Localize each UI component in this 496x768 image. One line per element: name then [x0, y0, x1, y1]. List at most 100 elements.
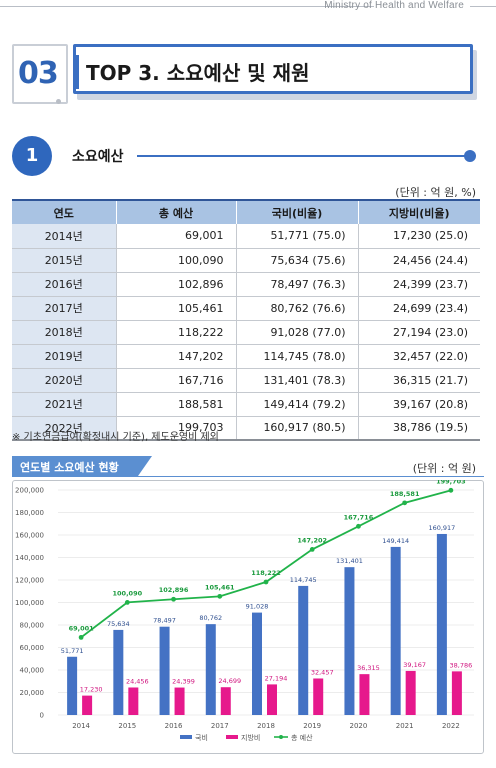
bar-local [405, 670, 416, 715]
cell-local: 36,315 (21.7) [357, 368, 480, 393]
cell-year: 2014년 [12, 224, 116, 249]
point-total [402, 500, 408, 506]
y-tick-label: 80,000 [20, 622, 45, 630]
header-rule-tail [470, 6, 496, 7]
cell-year: 2018년 [12, 320, 116, 345]
bar-national-label: 80,762 [199, 614, 222, 622]
bar-local [174, 687, 185, 715]
bar-national-label: 131,401 [336, 557, 363, 565]
header-rule [0, 6, 374, 7]
table-row: 2019년 147,202 114,745 (78.0) 32,457 (22.0) [12, 344, 480, 369]
table-row: 2020년 167,716 131,401 (78.3) 36,315 (21.7) [12, 368, 480, 393]
point-total [356, 523, 361, 529]
cell-year: 2021년 [12, 392, 116, 417]
subsection-rule-dot [464, 150, 476, 162]
table-row: 2018년 118,222 91,028 (77.0) 27,194 (23.0) [12, 320, 480, 345]
legend-local: 지방비 [241, 733, 260, 742]
point-total-label: 100,090 [113, 589, 143, 597]
y-tick-label: 160,000 [15, 532, 44, 540]
cell-total: 102,896 [115, 272, 236, 297]
y-tick-label: 60,000 [20, 644, 45, 652]
bar-national [298, 585, 309, 715]
bar-local-label: 24,399 [172, 678, 195, 686]
table-note: ※ 기초연금급여(확정내시 기준), 제도운영비 제외 [12, 432, 219, 443]
point-total-label: 147,202 [297, 536, 327, 544]
cell-year: 2017년 [12, 296, 116, 321]
section-title-frame [73, 44, 473, 94]
cell-total: 105,461 [115, 296, 236, 321]
bar-national-label: 75,634 [107, 620, 130, 628]
bar-national [159, 626, 170, 715]
bar-national-label: 78,497 [153, 617, 176, 625]
point-total [124, 599, 130, 605]
col-year: 연도 [12, 199, 116, 224]
chart-unit: (단위 : 억 원) [412, 462, 476, 475]
point-total-label: 167,716 [344, 513, 374, 521]
cell-year: 2022년 [12, 416, 116, 441]
cell-national: 149,414 (79.2) [235, 392, 358, 417]
cell-national: 75,634 (75.6) [235, 248, 358, 273]
cell-local: 24,699 (23.4) [357, 296, 480, 321]
bar-local [82, 695, 93, 715]
cell-total: 147,202 [115, 344, 236, 369]
page-header: Ministry of Health and Welfare [0, 0, 496, 14]
legend-total: 총 예산 [291, 733, 313, 742]
x-tick-label: 2017 [211, 722, 229, 730]
col-national: 국비(비율) [235, 199, 358, 224]
bar-local-label: 39,167 [403, 661, 426, 669]
chart-heading-arrow [138, 456, 152, 476]
bar-local [267, 684, 277, 715]
legend-national: 국비 [195, 733, 208, 742]
chart-frame [12, 480, 484, 754]
point-total [309, 546, 315, 552]
cell-local: 38,786 (19.5) [357, 416, 480, 441]
legend-swatch-national [180, 735, 192, 739]
y-tick-label: 40,000 [20, 667, 45, 675]
bar-national-label: 114,745 [290, 576, 317, 584]
bar-local [220, 687, 231, 715]
budget-table: 연도 총 예산 국비(비율) 지방비(비율) 2014년 69,001 51,771… [12, 199, 480, 441]
point-total [171, 596, 176, 602]
cell-local: 17,230 (25.0) [357, 224, 480, 249]
point-total-label: 102,896 [159, 586, 189, 594]
bar-local-label: 24,456 [126, 677, 149, 685]
y-tick-label: 20,000 [20, 689, 45, 697]
x-tick-label: 2014 [72, 722, 90, 730]
bar-local-label: 38,786 [450, 661, 473, 669]
x-tick-label: 2018 [257, 722, 275, 730]
bar-local-label: 24,699 [218, 677, 241, 685]
cell-local: 24,399 (23.7) [357, 272, 480, 297]
bar-local [313, 678, 324, 715]
x-tick-label: 2019 [303, 722, 321, 730]
table-unit: (단위 : 억 원, %) [395, 186, 476, 199]
cell-year: 2016년 [12, 272, 116, 297]
cell-year: 2015년 [12, 248, 116, 273]
x-tick-label: 2021 [396, 722, 414, 730]
cell-total: 118,222 [115, 320, 236, 345]
section-number: 03 [18, 56, 59, 91]
y-tick-label: 200,000 [15, 487, 44, 495]
point-total [263, 579, 269, 585]
point-total-label: 199,703 [436, 480, 466, 485]
bar-local-label: 36,315 [357, 664, 380, 672]
cell-national: 91,028 (77.0) [235, 320, 358, 345]
bar-local-label: 27,194 [265, 674, 288, 682]
table-row: 2015년 100,090 75,634 (75.6) 24,456 (24.4) [12, 248, 480, 273]
bar-local-label: 32,457 [311, 668, 334, 676]
point-total-label: 188,581 [390, 490, 420, 498]
cell-total: 199,703 [115, 416, 236, 441]
bar-national-label: 149,414 [382, 537, 409, 545]
chart-heading: 연도별 소요예산 현황 [20, 461, 119, 474]
cell-total: 69,001 [115, 224, 236, 249]
title-accent-bar [73, 55, 79, 89]
point-total [217, 593, 223, 599]
cell-total: 188,581 [115, 392, 236, 417]
col-total: 총 예산 [115, 199, 236, 224]
cell-national: 114,745 (78.0) [235, 344, 358, 369]
bar-national [113, 629, 124, 715]
section-title: TOP 3. 소요예산 및 재원 [86, 61, 310, 85]
cell-local: 32,457 (22.0) [357, 344, 480, 369]
table-row: 2017년 105,461 80,762 (76.6) 24,699 (23.4) [12, 296, 480, 321]
subsection-number: 1 [12, 136, 52, 176]
point-total-label: 118,222 [251, 569, 281, 577]
